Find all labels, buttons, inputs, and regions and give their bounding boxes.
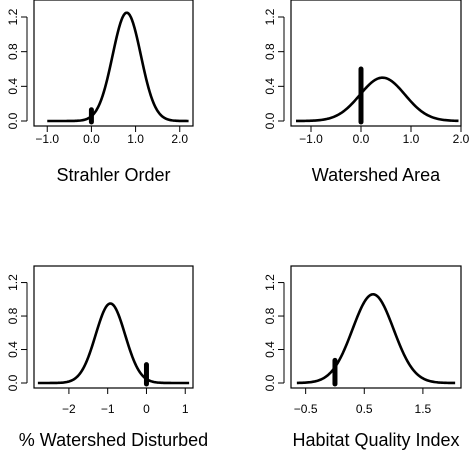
y-tick-label: 1.2 <box>263 274 277 291</box>
y-tick-label: 0.8 <box>6 307 20 324</box>
panel-1: 0.0 0.4 0.8 1.2 −1.0 0.0 1.0 2.0 Strahler Order <box>6 0 194 185</box>
x-axis-title: Watershed Area <box>312 165 441 185</box>
y-tick-label: 0.0 <box>263 112 277 129</box>
x-tick-label: 1.0 <box>127 132 144 146</box>
x-tick-label: −1.0 <box>35 132 59 146</box>
density-curve <box>296 292 456 385</box>
x-tick-label: 1.0 <box>403 132 420 146</box>
plot-frame <box>33 265 194 389</box>
x-axis-title: Habitat Quality Index <box>292 430 459 450</box>
y-tick-label: 0.8 <box>263 43 277 60</box>
panel-2: 0.0 0.4 0.8 1.2 −1.0 0.0 1.0 2.0 Watershed Area <box>263 0 470 185</box>
y-tick-label: 0.0 <box>6 374 20 391</box>
x-tick-label: −2 <box>62 402 76 416</box>
y-tick-label: 0.0 <box>263 374 277 391</box>
y-tick-label: 0.4 <box>263 341 277 358</box>
x-axis-title: % Watershed Disturbed <box>19 430 208 450</box>
x-tick-label: 0.0 <box>353 132 370 146</box>
x-tick-label: 2.0 <box>453 132 470 146</box>
x-tick-label: 0.5 <box>356 402 373 416</box>
panel-3: 0.0 0.4 0.8 1.2 −2 −1 0 1 % Watershed Disturbed <box>6 265 208 450</box>
y-tick-label: 0.4 <box>6 341 20 358</box>
density-curve <box>296 76 459 123</box>
x-tick-label: 1.5 <box>415 402 432 416</box>
density-curve <box>37 302 190 385</box>
x-tick-label: 0.0 <box>83 132 100 146</box>
y-tick-label: 0.0 <box>6 112 20 129</box>
y-tick-label: 0.8 <box>6 43 20 60</box>
y-tick-label: 1.2 <box>263 8 277 25</box>
x-tick-label: −0.5 <box>294 402 318 416</box>
x-tick-label: 1 <box>182 402 189 416</box>
plot-frame <box>290 0 462 127</box>
x-tick-label: 0 <box>143 402 150 416</box>
x-tick-label: −1.0 <box>299 132 323 146</box>
x-tick-label: −1 <box>101 402 115 416</box>
y-tick-label: 0.8 <box>263 307 277 324</box>
y-tick-label: 1.2 <box>6 8 20 25</box>
y-tick-label: 0.4 <box>263 78 277 95</box>
plot-frame <box>33 0 194 127</box>
plot-frame <box>290 265 462 389</box>
x-axis-title: Strahler Order <box>56 165 170 185</box>
y-tick-label: 0.4 <box>6 78 20 95</box>
panel-4: 0.0 0.4 0.8 1.2 −0.5 0.5 1.5 Habitat Quality In… <box>263 265 462 450</box>
y-tick-label: 1.2 <box>6 274 20 291</box>
x-tick-label: 2.0 <box>171 132 188 146</box>
density-curve <box>47 11 189 123</box>
